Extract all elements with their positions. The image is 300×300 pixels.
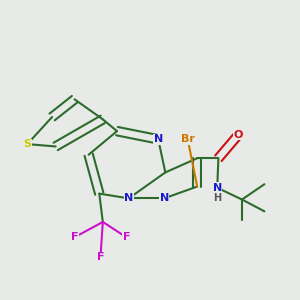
Text: F: F [123, 232, 130, 242]
Text: O: O [234, 130, 243, 140]
Text: N: N [160, 194, 169, 203]
Text: F: F [97, 252, 104, 262]
Text: N: N [154, 134, 163, 144]
Text: H: H [213, 193, 221, 202]
Text: Br: Br [181, 134, 195, 144]
Text: N: N [213, 183, 222, 193]
Text: F: F [71, 232, 78, 242]
Text: S: S [23, 139, 31, 149]
Text: N: N [124, 194, 134, 203]
